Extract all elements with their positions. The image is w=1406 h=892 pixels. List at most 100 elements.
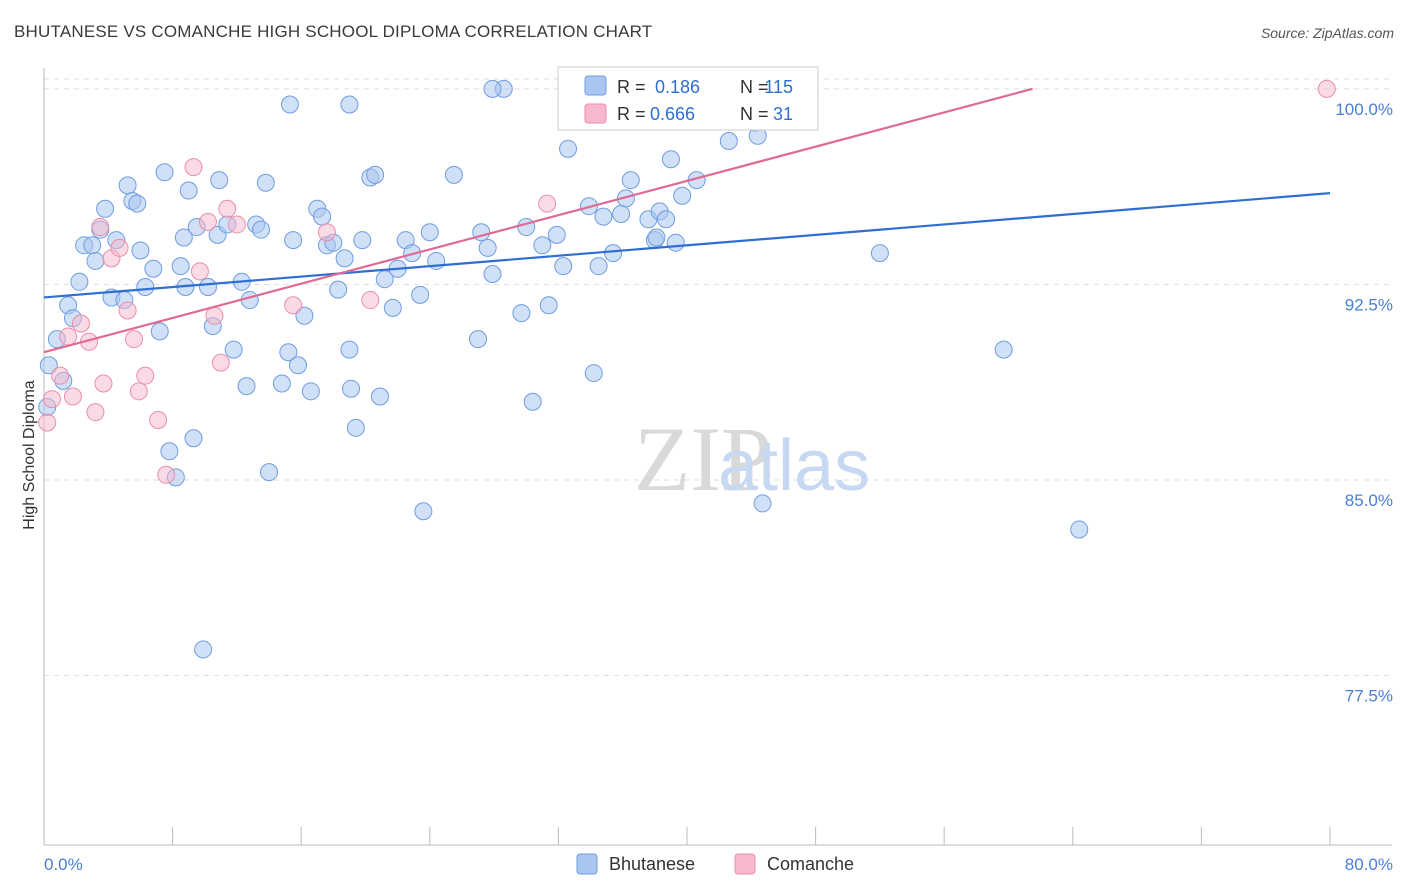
- point-bhutanese: [237, 377, 256, 396]
- x-tick-label: 80.0%: [1345, 855, 1393, 874]
- legend-box: R = 0.186 N = 115 R = 0.666 N = 31: [557, 66, 819, 131]
- point-bhutanese: [604, 244, 623, 263]
- legend-r-label: R =: [617, 104, 646, 124]
- point-comanche: [110, 238, 129, 257]
- point-comanche: [71, 314, 90, 333]
- point-bhutanese: [612, 205, 631, 224]
- point-comanche: [284, 296, 303, 315]
- point-bhutanese: [160, 442, 179, 461]
- point-bhutanese: [353, 231, 372, 250]
- legend-n-label: N =: [740, 104, 769, 124]
- point-bhutanese: [584, 364, 603, 383]
- point-comanche: [198, 212, 217, 231]
- y-tick-label: 92.5%: [1345, 295, 1393, 314]
- point-bhutanese: [155, 163, 174, 182]
- point-comanche: [205, 306, 224, 325]
- point-comanche: [125, 330, 144, 349]
- point-comanche: [51, 366, 70, 385]
- y-axis-title: High School Diploma: [21, 380, 38, 530]
- point-comanche: [157, 465, 176, 484]
- point-comanche: [184, 158, 203, 177]
- point-comanche: [538, 194, 557, 213]
- watermark-atlas: atlas: [718, 426, 870, 506]
- trend-line-comanche: [43, 87, 1033, 354]
- series-bhutanese-points: [38, 79, 1089, 659]
- point-bhutanese: [128, 194, 147, 213]
- axes: [43, 68, 1392, 846]
- point-bhutanese: [657, 210, 676, 229]
- point-bhutanese: [444, 165, 463, 184]
- point-bhutanese: [252, 220, 271, 239]
- point-bhutanese: [469, 330, 488, 349]
- point-comanche: [38, 413, 57, 432]
- point-bhutanese: [179, 181, 198, 200]
- point-bhutanese: [1070, 520, 1089, 539]
- point-comanche: [317, 223, 336, 242]
- point-bhutanese: [533, 236, 552, 255]
- y-tick-label: 77.5%: [1345, 687, 1393, 706]
- point-bhutanese: [594, 207, 613, 226]
- x-tick-labels: 0.0% 80.0%: [44, 855, 1393, 874]
- point-bhutanese: [870, 244, 889, 263]
- y-tick-label: 85.0%: [1345, 491, 1393, 510]
- point-bhutanese: [279, 343, 298, 362]
- point-bhutanese: [342, 379, 361, 398]
- point-bhutanese: [288, 356, 307, 375]
- point-bhutanese: [753, 494, 772, 513]
- point-bhutanese: [184, 429, 203, 448]
- point-bhutanese: [647, 228, 666, 247]
- point-bhutanese: [284, 231, 303, 250]
- point-comanche: [149, 410, 168, 429]
- trend-lines: [43, 87, 1331, 354]
- point-bhutanese: [483, 79, 502, 98]
- point-bhutanese: [144, 259, 163, 278]
- point-bhutanese: [198, 278, 217, 297]
- legend-swatch-comanche: [584, 103, 607, 124]
- point-bhutanese: [539, 296, 558, 315]
- legend-n-value: 115: [764, 77, 793, 97]
- point-bhutanese: [340, 340, 359, 359]
- legend-r-value: 0.666: [650, 104, 695, 124]
- bottom-legend-label: Bhutanese: [609, 854, 695, 874]
- point-bhutanese: [547, 225, 566, 244]
- point-bhutanese: [366, 165, 385, 184]
- point-bhutanese: [411, 285, 430, 304]
- point-comanche: [86, 403, 105, 422]
- y-tick-label: 100.0%: [1335, 100, 1393, 119]
- point-bhutanese: [994, 340, 1013, 359]
- series-comanche-points: [38, 79, 1336, 484]
- legend-r-label: R =: [617, 77, 646, 97]
- point-comanche: [136, 366, 155, 385]
- legend-swatch-bhutanese: [584, 75, 607, 96]
- point-bhutanese: [96, 199, 115, 218]
- point-bhutanese: [335, 249, 354, 268]
- watermark: ZIP atlas: [634, 408, 870, 510]
- point-bhutanese: [523, 392, 542, 411]
- point-comanche: [63, 387, 82, 406]
- bottom-legend: Bhutanese Comanche: [576, 853, 854, 875]
- point-comanche: [211, 353, 230, 372]
- point-bhutanese: [554, 257, 573, 276]
- point-bhutanese: [194, 640, 213, 659]
- point-bhutanese: [420, 223, 439, 242]
- point-comanche: [361, 291, 380, 310]
- point-comanche: [129, 382, 148, 401]
- point-bhutanese: [224, 340, 243, 359]
- point-bhutanese: [118, 176, 137, 195]
- point-bhutanese: [86, 251, 105, 270]
- bottom-legend-swatch-comanche: [734, 853, 756, 875]
- point-bhutanese: [256, 173, 275, 192]
- point-comanche: [190, 262, 209, 281]
- point-bhutanese: [478, 238, 497, 257]
- point-bhutanese: [171, 257, 190, 276]
- point-bhutanese: [150, 322, 169, 341]
- point-bhutanese: [174, 228, 193, 247]
- point-bhutanese: [370, 387, 389, 406]
- point-bhutanese: [39, 356, 58, 375]
- legend-n-label: N =: [740, 77, 769, 97]
- x-tick-label: 0.0%: [44, 855, 83, 874]
- legend-r-value: 0.186: [655, 77, 700, 97]
- point-comanche: [118, 301, 137, 320]
- trend-line-bhutanese: [43, 192, 1331, 299]
